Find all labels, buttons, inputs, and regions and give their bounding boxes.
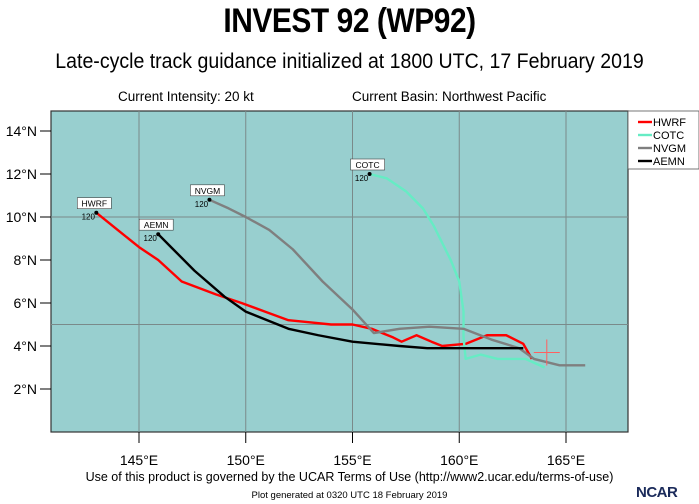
x-tick-label: 150°E xyxy=(227,452,265,468)
track-end-label: COTC xyxy=(356,160,380,170)
svg-text:120: 120 xyxy=(144,234,158,243)
x-tick-label: 160°E xyxy=(440,452,478,468)
track-end-label: AEMN xyxy=(144,220,169,230)
aemn-track xyxy=(157,233,524,350)
y-tick-label: 8°N xyxy=(14,252,38,268)
current-intensity: Current Intensity: 20 kt xyxy=(118,89,254,104)
track-map: 145°E 150°E 155°E 160°E 165°E 2°N 4°N 6°N 8°N 10°… xyxy=(6,110,699,468)
x-tick-label: 155°E xyxy=(333,452,371,468)
y-tick-label: 12°N xyxy=(6,166,37,182)
nvgm-track xyxy=(208,198,586,367)
hwrf-track xyxy=(95,211,533,360)
map-frame xyxy=(50,110,629,433)
y-tick-label: 10°N xyxy=(6,209,37,225)
legend-item: AEMN xyxy=(653,156,685,168)
legend-item: HWRF xyxy=(653,117,686,129)
current-position-marker xyxy=(533,339,560,366)
chart-subtitle: Late-cycle track guidance initialized at… xyxy=(55,50,644,73)
ncar-logo: NCAR xyxy=(636,484,678,501)
x-tick-label: 145°E xyxy=(120,452,158,468)
y-tick-label: 2°N xyxy=(14,381,38,397)
legend-item: COTC xyxy=(653,130,684,142)
svg-text:120: 120 xyxy=(195,200,209,209)
terms-of-use: Use of this product is governed by the U… xyxy=(85,470,614,484)
model-tracks: HWRF 120 COTC 120 NVGM 120 AEMN 120 xyxy=(77,158,586,369)
svg-text:120: 120 xyxy=(82,213,96,222)
axis-ticks: 145°E 150°E 155°E 160°E 165°E 2°N 4°N 6°N 8°N 10°… xyxy=(6,123,585,468)
page-title: INVEST 92 (WP92) xyxy=(223,2,476,40)
y-tick-label: 4°N xyxy=(14,338,38,354)
x-tick-label: 165°E xyxy=(547,452,585,468)
track-end-label: HWRF xyxy=(82,199,108,209)
y-tick-label: 14°N xyxy=(6,123,37,139)
y-tick-label: 6°N xyxy=(14,295,38,311)
track-end-label: NVGM xyxy=(195,186,221,196)
legend-item: NVGM xyxy=(653,143,686,155)
plot-generated-time: Plot generated at 0320 UTC 18 February 2… xyxy=(251,490,448,501)
svg-text:120: 120 xyxy=(355,174,369,183)
current-basin: Current Basin: Northwest Pacific xyxy=(352,89,547,104)
cotc-track xyxy=(369,172,546,369)
